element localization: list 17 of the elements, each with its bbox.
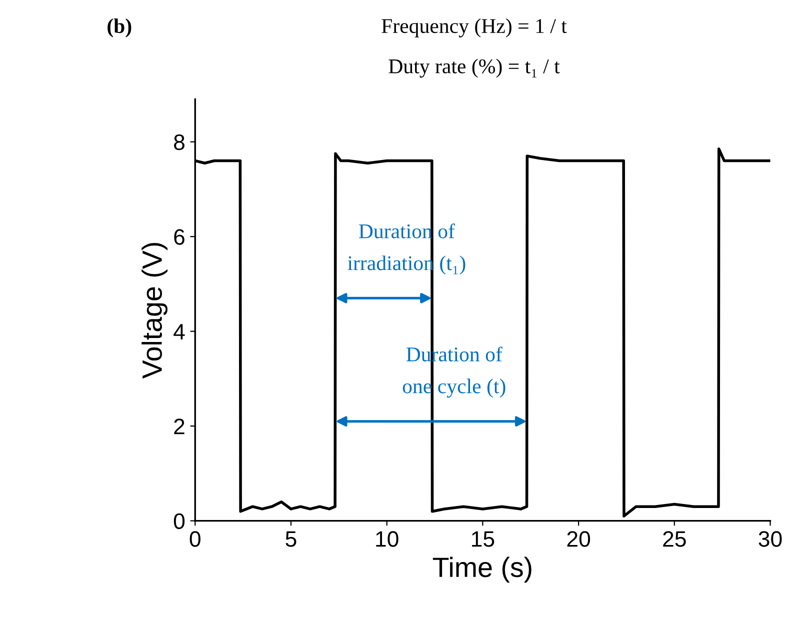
y-axis-title: Voltage (V) [142,243,168,379]
x-tick-label: 30 [758,531,782,547]
y-tick-label: 2 [174,418,184,434]
x-tick-label: 0 [190,531,200,547]
y-tick-label: 4 [174,324,185,340]
x-tick-label: 10 [376,531,398,547]
x-tick-label: 5 [286,531,296,547]
y-tick-label: 6 [174,229,184,245]
x-tick-label: 25 [663,531,686,547]
x-axis-title: Time (s) [432,556,532,583]
text: (b) [108,18,132,38]
x-tick-label: 15 [472,531,494,547]
chart-title: Frequency (Hz) = 1 / t [382,18,567,38]
x-tick-label: 20 [567,531,590,547]
chart-subtitle: Duty rate (%) = t₁ / t [388,58,560,78]
y-tick-label: 8 [174,134,184,150]
y-tick-label: 0 [174,513,185,530]
